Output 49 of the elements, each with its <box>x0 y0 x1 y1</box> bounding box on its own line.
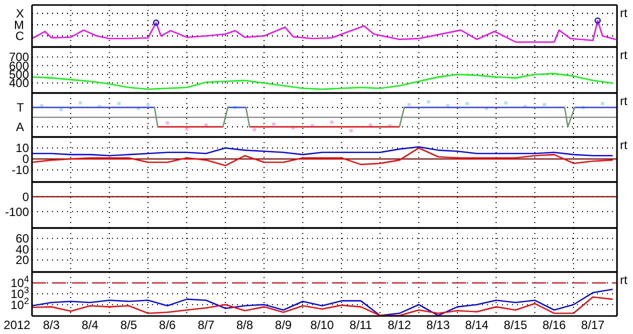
x-tick-label: 8/3 <box>42 318 60 332</box>
x-tick-label: 8/17 <box>581 318 605 332</box>
x-tick-label: 8/14 <box>465 318 489 332</box>
point <box>252 128 256 132</box>
x-tick-label: 8/7 <box>198 318 215 332</box>
x-tick-label: 8/9 <box>275 318 292 332</box>
x-tick-label: 8/5 <box>120 318 138 332</box>
x-axis-title: 2012 <box>4 318 31 332</box>
point <box>330 120 334 124</box>
point <box>446 104 450 108</box>
x-tick-label: 8/11 <box>350 318 372 332</box>
ref-line-label: A <box>16 120 24 134</box>
point <box>426 100 430 104</box>
text: rt <box>620 273 628 287</box>
text: rt <box>620 48 628 62</box>
ref-line-label: T <box>16 100 25 115</box>
y-tick-label: -100 <box>4 204 30 219</box>
x-tick-label: 8/10 <box>310 318 334 332</box>
point <box>466 102 469 106</box>
point <box>408 103 411 106</box>
point <box>146 103 150 106</box>
point <box>78 101 82 104</box>
y-tick-label: 0 <box>22 190 30 204</box>
point <box>185 127 188 130</box>
x-tick-label: 8/12 <box>388 318 412 332</box>
text: rt <box>620 6 628 20</box>
line-series <box>32 72 613 90</box>
x-tick-label: 8/6 <box>159 318 176 332</box>
line-series <box>32 288 613 316</box>
point <box>600 102 604 106</box>
x-tick-label: 8/4 <box>82 318 99 332</box>
line-series <box>32 146 613 156</box>
x-tick-label: 8/16 <box>542 318 566 332</box>
point <box>272 122 276 126</box>
line-series <box>32 296 613 316</box>
point <box>166 121 169 124</box>
x-tick-label: 8/8 <box>236 318 254 332</box>
text: rt <box>620 94 628 108</box>
text: rt <box>620 138 628 152</box>
point <box>350 129 353 132</box>
point <box>40 104 44 108</box>
point <box>118 102 121 106</box>
x-tick-label: 8/13 <box>426 318 450 332</box>
point <box>60 108 63 112</box>
point <box>504 101 508 104</box>
line-series <box>32 147 613 166</box>
x-tick-label: 8/15 <box>504 318 528 332</box>
ref-line-label: C <box>15 29 24 44</box>
point <box>542 103 546 106</box>
